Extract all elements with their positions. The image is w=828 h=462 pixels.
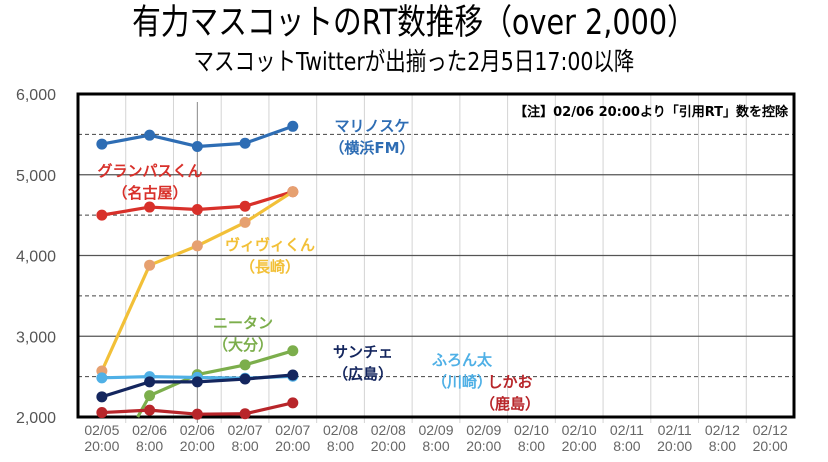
x-tick-label-time: 20:00 — [371, 438, 406, 454]
data-point — [239, 373, 251, 385]
data-point — [144, 404, 156, 416]
x-tick-label-date: 02/06 — [132, 422, 167, 438]
y-tick-label: 3,000 — [16, 329, 56, 346]
data-point — [239, 359, 251, 371]
y-tick-label: 5,000 — [16, 168, 56, 185]
x-tick-label-time: 20:00 — [466, 438, 501, 454]
x-tick-label-time: 8:00 — [327, 438, 354, 454]
data-point — [239, 137, 251, 149]
series-label-region: （長崎） — [240, 258, 300, 276]
plot-border — [76, 92, 796, 419]
chart-note: 【注】02/06 20:00より「引用RT」数を控除 — [514, 104, 789, 120]
data-point — [191, 408, 203, 420]
x-tick-label-date: 02/12 — [753, 422, 788, 438]
chart-subtitle: マスコットTwitterが出揃った2月5日17:00以降 — [193, 47, 635, 76]
x-tick-label-time: 20:00 — [180, 438, 215, 454]
data-point — [287, 369, 299, 381]
x-tick-label-time: 8:00 — [231, 438, 258, 454]
data-point — [287, 397, 299, 409]
x-tick-label-date: 02/09 — [418, 422, 453, 438]
x-tick-label-time: 8:00 — [709, 438, 736, 454]
data-point — [144, 129, 156, 141]
y-tick-label: 4,000 — [16, 249, 56, 266]
x-tick-label-time: 8:00 — [613, 438, 640, 454]
series-label-name: ヴィヴィくん — [225, 236, 315, 254]
series-group — [96, 120, 299, 420]
data-point — [96, 407, 108, 419]
series-label-name: マリノスケ — [334, 117, 409, 135]
x-tick-label-date: 02/12 — [705, 422, 740, 438]
x-tick-label-date: 02/09 — [466, 422, 501, 438]
series-label-region: （広島） — [333, 365, 393, 383]
series-label-name: しかお — [487, 373, 532, 391]
data-point — [239, 216, 251, 228]
series-label-name: グランパスくん — [97, 162, 202, 180]
data-point — [144, 201, 156, 213]
data-point — [287, 120, 299, 132]
series-label-region: （川崎） — [432, 373, 492, 391]
series-label-region: （大分） — [213, 336, 273, 354]
x-tick-label-date: 02/07 — [228, 422, 263, 438]
series-label-region: （鹿島） — [480, 395, 540, 413]
x-tick-label-date: 02/08 — [371, 422, 406, 438]
data-point — [96, 138, 108, 150]
x-tick-label-date: 02/11 — [658, 422, 692, 438]
series-label-name: ニータン — [213, 314, 273, 332]
x-tick-label-date: 02/10 — [562, 422, 597, 438]
x-tick-label-time: 20:00 — [657, 438, 692, 454]
data-point — [239, 408, 251, 420]
x-tick-label-date: 02/08 — [323, 422, 358, 438]
x-tick-label-time: 8:00 — [422, 438, 449, 454]
data-point — [191, 376, 203, 388]
series-label-region: （名古屋） — [112, 184, 187, 202]
data-point — [191, 140, 203, 152]
data-point — [239, 200, 251, 212]
x-tick-label-time: 20:00 — [275, 438, 310, 454]
data-point — [144, 259, 156, 271]
y-tick-label: 2,000 — [16, 410, 56, 427]
data-point — [96, 391, 108, 403]
chart-title: 有力マスコットのRT数推移（over 2,000） — [132, 3, 696, 43]
x-tick-label-time: 8:00 — [518, 438, 545, 454]
x-tick-label-date: 02/10 — [514, 422, 549, 438]
x-tick-label-date: 02/11 — [610, 422, 644, 438]
data-point — [191, 203, 203, 215]
data-point — [191, 240, 203, 252]
data-point — [287, 186, 299, 198]
x-tick-label-date: 02/05 — [84, 422, 119, 438]
data-point — [96, 209, 108, 221]
data-point — [144, 390, 156, 402]
y-tick-label: 6,000 — [16, 87, 56, 104]
x-tick-label-time: 20:00 — [84, 438, 119, 454]
data-point — [144, 376, 156, 388]
series-label-region: （横浜FM） — [329, 139, 414, 157]
x-tick-label-date: 02/06 — [180, 422, 215, 438]
x-tick-label-time: 8:00 — [136, 438, 163, 454]
series-label-name: サンチェ — [333, 343, 393, 361]
data-point — [96, 372, 108, 384]
x-tick-label-date: 02/07 — [275, 422, 310, 438]
data-point — [287, 345, 299, 357]
x-tick-label-time: 20:00 — [562, 438, 597, 454]
x-tick-label-time: 20:00 — [753, 438, 788, 454]
series-label-name: ふろん太 — [432, 351, 493, 369]
